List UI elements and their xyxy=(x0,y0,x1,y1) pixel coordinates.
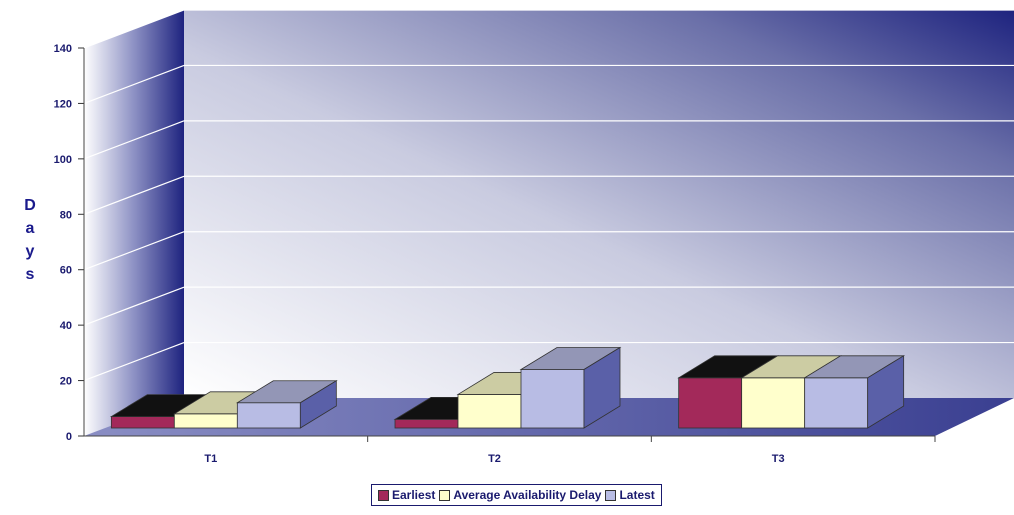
bar-front xyxy=(678,377,743,429)
x-tick-label: T2 xyxy=(488,453,501,465)
y-axis-label-char: D xyxy=(24,197,36,214)
bar-front xyxy=(236,402,301,429)
side-wall xyxy=(84,10,184,436)
bar xyxy=(740,355,843,429)
legend-item-average: Average Availability Delay xyxy=(439,488,601,502)
bar-side xyxy=(867,355,905,429)
legend: Earliest Average Availability Delay Late… xyxy=(371,484,662,506)
bar-side xyxy=(583,346,621,429)
legend-swatch-average xyxy=(439,489,451,501)
y-axis-label-char: a xyxy=(26,220,35,237)
legend-label-earliest: Earliest xyxy=(392,488,436,502)
bar-front xyxy=(110,416,175,429)
y-axis-label-char: s xyxy=(26,266,35,283)
legend-label-average: Average Availability Delay xyxy=(453,488,602,502)
back-wall xyxy=(184,10,1014,398)
bar-front xyxy=(741,377,806,429)
gridline-side xyxy=(83,64,185,104)
bar xyxy=(803,355,906,429)
y-axis-label-char: y xyxy=(26,243,35,260)
gridline-side xyxy=(83,9,185,49)
bar-side xyxy=(299,380,337,429)
gridline-side xyxy=(83,175,185,215)
legend-item-latest: Latest xyxy=(605,488,655,502)
y-tick-label: 80 xyxy=(60,209,72,221)
bar-front xyxy=(457,394,522,429)
legend-label-latest: Latest xyxy=(619,488,655,502)
gridline-side xyxy=(83,342,185,382)
y-tick-label: 120 xyxy=(54,98,72,110)
legend-swatch-earliest xyxy=(378,489,389,501)
legend-swatch-latest xyxy=(605,489,617,501)
y-tick-label: 20 xyxy=(60,376,72,388)
chart-axes xyxy=(78,47,936,442)
chart-bars xyxy=(109,346,906,429)
gridline-side xyxy=(83,120,185,160)
y-tick-label: 60 xyxy=(60,265,72,277)
y-tick-label: 140 xyxy=(54,43,72,55)
legend-item-earliest: Earliest xyxy=(378,488,435,502)
bar-front xyxy=(520,369,585,429)
bar-front xyxy=(173,413,238,429)
y-tick-label: 100 xyxy=(54,154,72,166)
y-tick-label: 0 xyxy=(66,431,72,443)
y-tick-label: 40 xyxy=(60,320,72,332)
bar xyxy=(109,394,212,429)
gridline-side xyxy=(83,231,185,271)
x-tick-label: T1 xyxy=(204,453,217,465)
bar-front xyxy=(394,418,459,429)
gridline-side xyxy=(83,286,185,326)
bar xyxy=(677,355,780,429)
x-tick-label: T3 xyxy=(772,453,785,465)
bar-front xyxy=(804,377,869,429)
chart-gridlines xyxy=(83,9,1014,382)
bar xyxy=(235,380,338,429)
bar xyxy=(519,346,622,429)
